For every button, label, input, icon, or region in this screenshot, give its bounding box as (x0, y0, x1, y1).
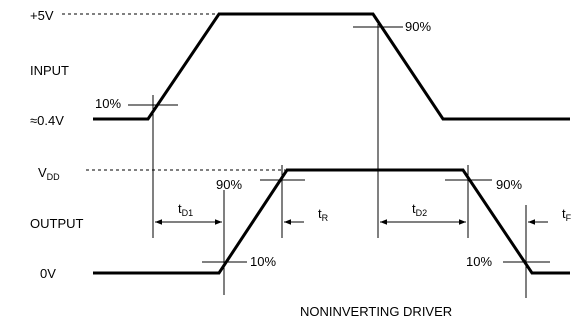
output-high-level-label: VDD (38, 165, 60, 182)
input-high-level-label: +5V (30, 8, 54, 23)
input-low-level-label: ≈0.4V (30, 113, 64, 128)
tr-label: tR (318, 206, 329, 223)
tf-label: tF (562, 206, 572, 223)
output-rise-low-threshold-label: 10% (250, 254, 276, 269)
input-signal-label: INPUT (30, 63, 69, 78)
output-fall-high-threshold-label: 90% (496, 177, 522, 192)
output-fall-low-threshold-label: 10% (466, 254, 492, 269)
input-fall-threshold-label: 90% (405, 19, 431, 34)
output-rise-high-threshold-label: 90% (216, 177, 242, 192)
diagram-caption: NONINVERTING DRIVER (300, 304, 452, 319)
input-waveform (93, 14, 570, 119)
input-rise-threshold-label: 10% (95, 96, 121, 111)
output-signal-label: OUTPUT (30, 216, 84, 231)
td1-label: tD1 (178, 201, 193, 218)
td2-label: tD2 (412, 201, 427, 218)
output-low-level-label: 0V (40, 266, 56, 281)
